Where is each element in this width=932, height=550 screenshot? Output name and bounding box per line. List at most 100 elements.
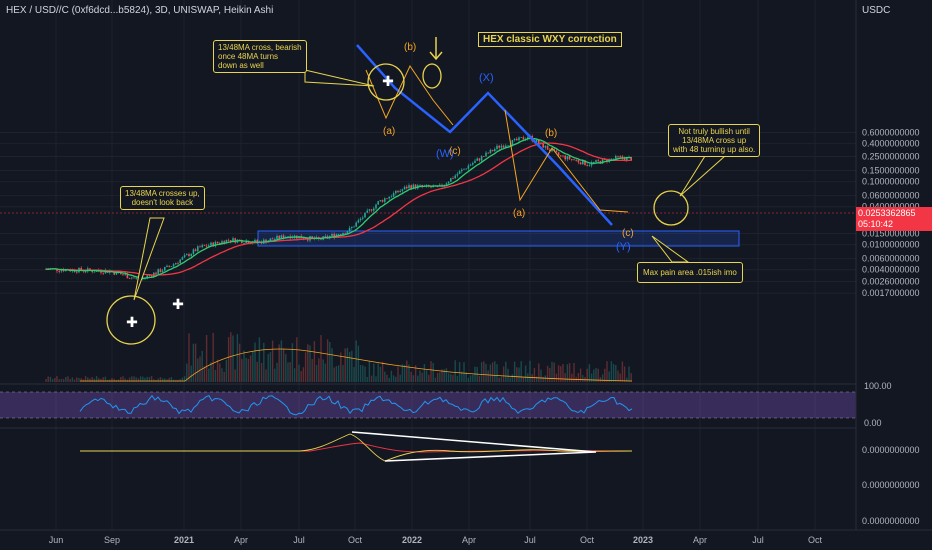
volume-bar	[628, 366, 630, 382]
volume-bar	[65, 376, 67, 382]
volume-bar	[190, 365, 192, 382]
candle	[494, 147, 496, 153]
volume-bar	[520, 361, 522, 382]
candle	[397, 190, 399, 194]
volume-bar	[267, 353, 269, 382]
candle	[58, 269, 60, 274]
volume-bar	[522, 377, 525, 382]
volume-bar	[417, 375, 419, 382]
time-tick: Apr	[234, 535, 248, 545]
volume-bar	[419, 370, 421, 382]
volume-bar	[245, 357, 247, 382]
volume-bar	[124, 378, 126, 382]
volume-bar	[135, 377, 137, 382]
wave-label-b2: (b)	[545, 128, 557, 139]
candle	[597, 158, 599, 162]
time-tick: Oct	[580, 535, 595, 545]
volume-bar	[269, 352, 272, 382]
volume-bar	[168, 377, 170, 382]
rsi-band	[0, 392, 856, 418]
volume-bar	[458, 362, 461, 382]
volume-bar	[128, 377, 131, 382]
volume-bar	[502, 366, 505, 382]
volume-bar	[615, 365, 617, 382]
candle	[386, 198, 388, 200]
volume-bar	[304, 352, 307, 382]
candle	[164, 266, 166, 272]
volume-bar	[560, 366, 562, 382]
candle	[518, 136, 520, 143]
candle	[546, 145, 549, 150]
candle	[617, 155, 619, 159]
candle	[496, 143, 498, 151]
down-arrow-head	[429, 51, 443, 61]
volume-bar	[357, 345, 360, 382]
macd-tick: 0.0000000000	[862, 480, 920, 490]
volume-bar	[623, 366, 626, 382]
volume-bar	[564, 373, 566, 382]
volume-bar	[280, 340, 283, 382]
candle	[199, 245, 201, 248]
volume-bar	[144, 377, 146, 382]
volume-bar	[599, 377, 602, 382]
candle	[269, 237, 272, 241]
candle	[355, 221, 357, 228]
volume-bar	[485, 363, 487, 382]
time-tick: Jul	[524, 535, 536, 545]
price-tick: 0.0600000000	[862, 191, 920, 201]
cross-bearish-circle	[367, 63, 405, 101]
volume-bar	[179, 379, 181, 382]
volume-bar	[595, 367, 597, 382]
candle	[353, 225, 355, 228]
candle	[575, 158, 577, 162]
volume-bar	[241, 358, 243, 382]
volume-bar	[571, 373, 573, 382]
candle	[337, 233, 340, 235]
volume-bar	[137, 378, 140, 382]
top-b-circle	[422, 63, 442, 89]
candle	[560, 154, 562, 158]
wave-label-y: (Y)	[616, 241, 631, 253]
volume-bar	[505, 361, 507, 382]
volume-bar	[278, 344, 280, 382]
volume-bar	[84, 376, 87, 382]
volume-bar	[309, 345, 311, 382]
volume-bar	[577, 372, 580, 382]
candle	[478, 157, 481, 163]
volume-bar	[80, 378, 82, 382]
volume-bar	[586, 368, 588, 382]
price-tick: 0.0060000000	[862, 254, 920, 264]
volume-bar	[234, 369, 236, 382]
time-tick: Apr	[462, 535, 476, 545]
volume-bar	[513, 361, 516, 382]
volume-bar	[223, 371, 225, 382]
volume-bar	[320, 335, 322, 382]
volume-bar	[216, 359, 219, 382]
volume-bar	[131, 376, 133, 382]
symbol-header[interactable]: HEX / USD//C (0xf6dcd...b5824), 3D, UNIS…	[6, 5, 274, 16]
candle	[408, 183, 410, 189]
candle	[461, 168, 463, 174]
volume-bar	[447, 373, 450, 382]
volume-bar	[483, 361, 485, 382]
wave-abc-line	[365, 64, 454, 126]
volume-bar	[89, 378, 91, 382]
volume-bar	[69, 379, 71, 382]
wave-label-x: (X)	[479, 72, 494, 84]
candle	[131, 276, 133, 280]
volume-bar	[461, 371, 463, 382]
volume-bar	[236, 334, 239, 382]
wave-label-b1: (b)	[404, 42, 416, 53]
volume-bar	[260, 363, 263, 382]
rsi-tick-100: 100.00	[864, 381, 892, 391]
rsi-tick-0: 0.00	[864, 418, 882, 428]
volume-bar	[186, 363, 188, 382]
candle	[491, 149, 494, 152]
volume-bar	[436, 372, 439, 382]
wave-label-w: (W)	[436, 148, 454, 160]
candle	[474, 158, 476, 164]
time-tick: Oct	[348, 535, 363, 545]
candle	[344, 232, 346, 234]
volume-bar	[139, 376, 142, 382]
candle	[401, 188, 404, 193]
